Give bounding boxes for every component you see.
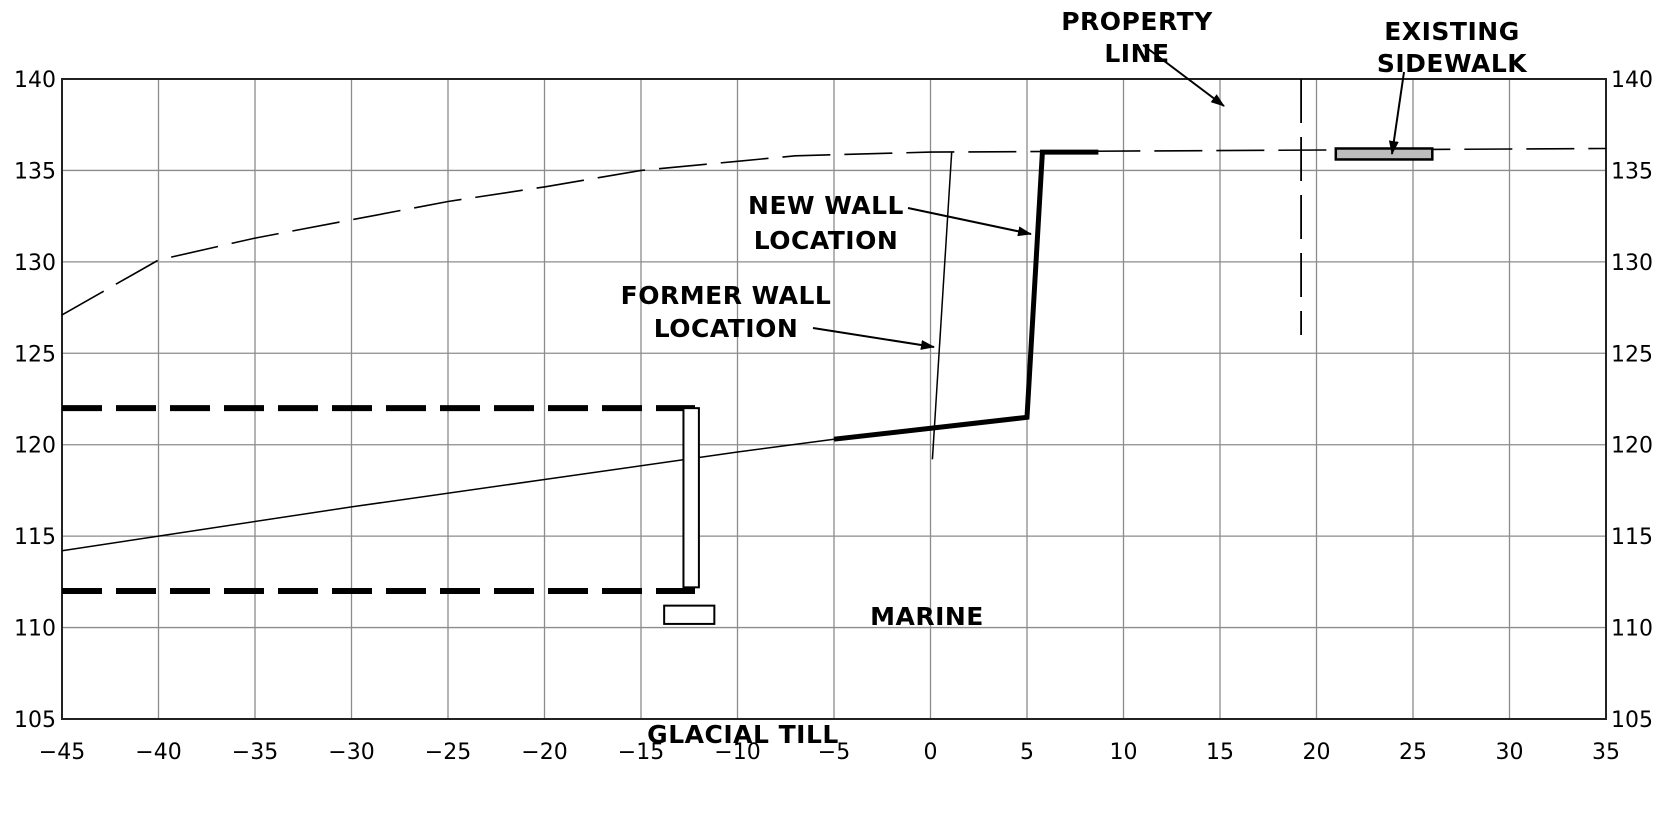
former-wall-label-1: FORMER WALL (621, 281, 832, 310)
y-tick-label-left: 110 (14, 617, 56, 642)
glacial-till-label: GLACIAL TILL (647, 720, 839, 749)
x-axis-ticks: −45 −40 −35 −30 −25 −20 −15 −10 −5 0 5 10 15 20 25 30 35 (39, 740, 1620, 765)
soldier-pile (682, 407, 700, 589)
y-tick-label-right: 130 (1611, 251, 1653, 276)
y-tick-label-right: 125 (1611, 342, 1653, 367)
y-tick-label-left: 135 (14, 159, 56, 184)
y-tick-label-left: 140 (14, 68, 56, 93)
property-line-label-1: PROPERTY (1061, 7, 1213, 36)
x-tick-label: 20 (1303, 740, 1331, 765)
x-tick-label: −40 (135, 740, 181, 765)
ground-surface-dashed-line (61, 147, 1607, 316)
x-tick-label: 30 (1496, 740, 1524, 765)
soil-boundary-line (61, 438, 835, 552)
sidewalk-leader (1388, 71, 1405, 155)
y-tick-label-left: 130 (14, 251, 56, 276)
pile-footing (663, 604, 716, 625)
sidewalk-slab (1334, 147, 1434, 161)
x-tick-label: −35 (232, 740, 278, 765)
former-wall-label-2: LOCATION (654, 314, 799, 343)
former-wall-line (931, 152, 953, 460)
x-tick-label: 25 (1399, 740, 1427, 765)
x-tick-label: −25 (425, 740, 471, 765)
property-line-label-2: LINE (1104, 39, 1169, 68)
x-tick-label: −5 (818, 740, 850, 765)
new-wall-line (833, 149, 1099, 442)
y-tick-label-right: 120 (1611, 434, 1653, 459)
new-wall-leader (907, 207, 1032, 237)
x-tick-label: 5 (1020, 740, 1034, 765)
x-tick-label: −45 (39, 740, 85, 765)
y-axis-ticks-right: 140 135 130 125 120 115 110 105 (1611, 68, 1653, 733)
property-line-leader (1142, 44, 1225, 107)
y-tick-label-right: 140 (1611, 68, 1653, 93)
x-tick-label: −20 (521, 740, 567, 765)
grid (61, 78, 1607, 720)
x-tick-label: −15 (618, 740, 664, 765)
x-tick-label: 35 (1592, 740, 1620, 765)
y-tick-label-left: 105 (14, 708, 56, 733)
x-tick-label: −10 (714, 740, 760, 765)
y-tick-label-left: 120 (14, 434, 56, 459)
y-tick-label-left: 125 (14, 342, 56, 367)
y-tick-label-left: 115 (14, 525, 56, 550)
y-tick-label-right: 135 (1611, 159, 1653, 184)
x-tick-label: −30 (328, 740, 374, 765)
sidewalk-label-2: SIDEWALK (1377, 49, 1528, 78)
new-wall-label-1: NEW WALL (748, 191, 904, 220)
former-wall-leader (812, 327, 935, 350)
y-tick-label-right: 110 (1611, 617, 1653, 642)
new-wall-label-2: LOCATION (754, 226, 899, 255)
y-tick-label-right: 115 (1611, 525, 1653, 550)
y-tick-label-right: 105 (1611, 708, 1653, 733)
sidewalk-label-1: EXISTING (1384, 17, 1519, 46)
plot-frame (61, 78, 1607, 720)
marine-label: MARINE (870, 602, 984, 631)
x-tick-label: 15 (1206, 740, 1234, 765)
x-tick-label: 10 (1110, 740, 1138, 765)
y-axis-ticks-left: 140 135 130 125 120 115 110 105 (14, 68, 56, 733)
x-tick-label: 0 (924, 740, 938, 765)
